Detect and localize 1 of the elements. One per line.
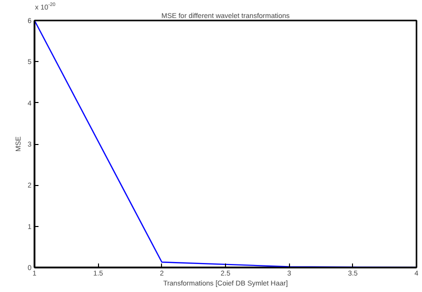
- line-series: [34, 20, 416, 268]
